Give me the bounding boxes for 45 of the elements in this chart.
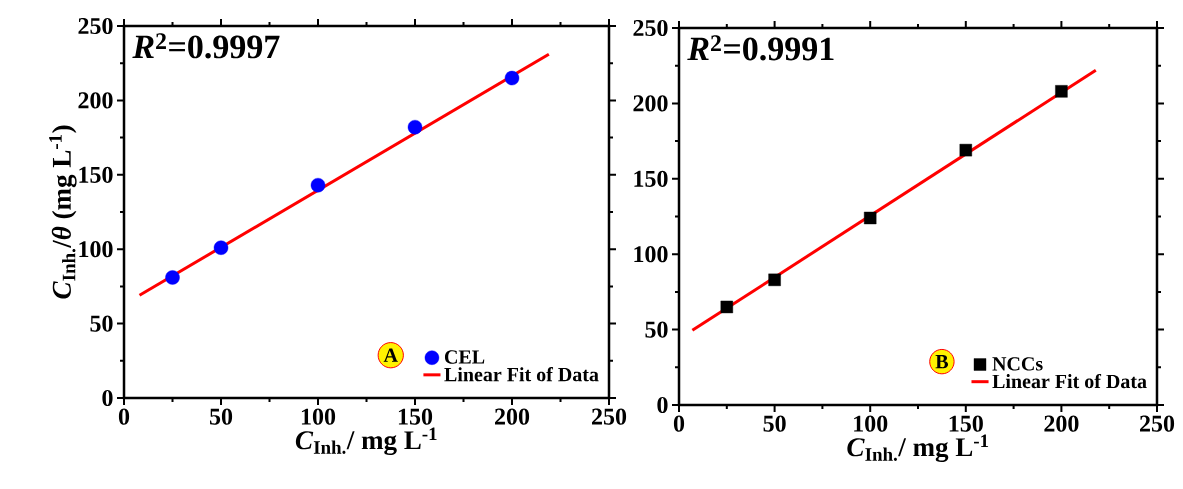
annotation: A — [383, 348, 398, 362]
x-tick-label: 50 — [763, 415, 786, 432]
x-tick-label: 200 — [495, 408, 530, 425]
x-axis-title: C$_{Inh.}$/ mg L$^{-1}$ — [295, 427, 437, 456]
point — [768, 273, 781, 287]
annotation: B — [935, 355, 949, 369]
y-axis-title: C$_{Inh.}$/θ (mg L$^{-1}$) — [49, 125, 77, 299]
x-tick-label: 150 — [398, 408, 433, 425]
y-tick-label: 200 — [633, 95, 668, 112]
x-tick-label: 0 — [673, 415, 685, 432]
x-tick-label: 250 — [1140, 415, 1175, 432]
chart-title: R$^{2}$=0.9991 — [687, 35, 834, 61]
point — [864, 211, 877, 225]
y-tick-label: 100 — [634, 246, 668, 263]
point — [165, 270, 180, 285]
y-tick-label: 50 — [90, 315, 113, 332]
y-tick-label: 150 — [634, 170, 668, 187]
y-tick-label: 250 — [633, 19, 668, 37]
point — [959, 143, 972, 157]
x-tick-label: 100 — [301, 408, 336, 425]
x-tick-label: 100 — [854, 415, 888, 432]
y-tick-label: 100 — [79, 241, 113, 258]
point — [720, 300, 733, 314]
y-tick-label: 0 — [657, 396, 668, 414]
y-tick-label: 200 — [78, 92, 113, 109]
point — [407, 119, 423, 135]
x-tick-label: 250 — [592, 408, 627, 425]
x-tick-label: 150 — [949, 415, 983, 432]
x-tick-label: 50 — [209, 408, 233, 425]
legend-label: Linear Fit of Data — [992, 373, 1147, 389]
chart-title: R$^{2}$=0.9997 — [132, 33, 280, 59]
y-tick-label: 150 — [79, 166, 113, 183]
point — [504, 70, 520, 86]
x-tick-label: 0 — [118, 408, 130, 425]
point — [310, 178, 326, 193]
legend-label: NCCs — [992, 357, 1043, 371]
point — [1055, 85, 1068, 98]
y-tick-label: 50 — [645, 321, 668, 338]
point — [213, 240, 229, 255]
y-tick-label: 250 — [78, 17, 113, 35]
y-tick-label: 0 — [102, 389, 113, 407]
x-axis-title: C$_{Inh.}$/ mg L$^{-1}$ — [847, 434, 989, 463]
x-tick-label: 200 — [1044, 415, 1079, 432]
legend-label: Linear Fit of Data — [444, 367, 599, 382]
legend-label: CEL — [444, 350, 485, 364]
